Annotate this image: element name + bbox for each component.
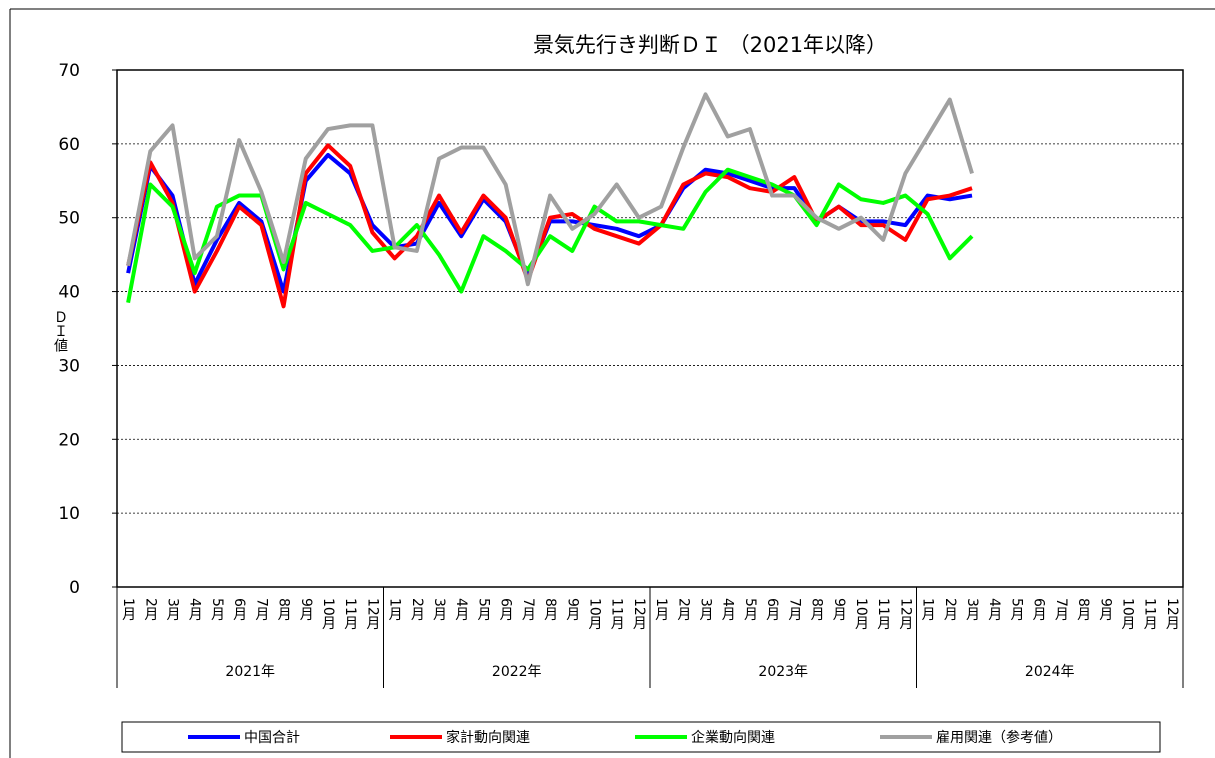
x-tick-label: 2月: [942, 598, 958, 622]
x-tick-label: 4月: [453, 598, 469, 622]
plot-area: [116, 69, 1184, 588]
x-tick-label: 2月: [409, 598, 425, 622]
series-line: [126, 92, 974, 287]
x-tick-label: 5月: [1008, 598, 1024, 622]
legend-label: 雇用関連（参考値）: [936, 729, 1062, 746]
group-label: 2024年: [1025, 664, 1075, 680]
x-tick-label: 3月: [964, 598, 980, 622]
x-tick-label: 12月: [1164, 598, 1180, 631]
x-tick-label: 9月: [564, 598, 580, 622]
y-axis-label: ＤＩ値: [52, 310, 68, 352]
x-tick-label: 10月: [853, 598, 869, 631]
legend-label: 家計動向関連: [446, 729, 530, 746]
x-tick-label: 4月: [187, 598, 203, 622]
x-tick-label: 7月: [520, 598, 536, 622]
x-tick-label: 3月: [431, 598, 447, 622]
legend-label: 企業動向関連: [691, 729, 775, 746]
x-tick-label: 10月: [1119, 598, 1135, 631]
x-tick-label: 1月: [387, 598, 403, 622]
x-tick-label: 6月: [764, 598, 780, 622]
group-label: 2021年: [225, 664, 275, 680]
x-tick-label: 7月: [786, 598, 802, 622]
x-tick-label: 5月: [742, 598, 758, 622]
x-tick-label: 8月: [276, 598, 292, 622]
y-tick-label: 10: [58, 504, 80, 524]
x-tick-label: 11月: [1142, 598, 1158, 631]
group-label: 2023年: [758, 664, 808, 680]
y-tick-label: 40: [58, 283, 80, 303]
group-label: 2022年: [492, 664, 542, 680]
y-tick-label: 0: [69, 578, 80, 598]
y-tick-label: 70: [58, 61, 80, 81]
x-tick-label: 12月: [631, 598, 647, 631]
x-tick-label: 1月: [120, 598, 136, 622]
x-tick-label: 9月: [298, 598, 314, 622]
chart-title: 景気先行き判断ＤＩ （2021年以降）: [533, 33, 887, 57]
x-tick-label: 3月: [698, 598, 714, 622]
x-tick-label: 12月: [364, 598, 380, 631]
y-tick-label: 60: [58, 135, 80, 155]
series-line: [126, 143, 973, 309]
legend-label: 中国合計: [244, 730, 300, 746]
x-tick-label: 10月: [586, 598, 602, 631]
x-tick-label: 6月: [231, 598, 247, 622]
x-tick-label: 1月: [653, 598, 669, 622]
x-tick-label: 5月: [209, 598, 225, 622]
x-tick-label: 2月: [675, 598, 691, 622]
x-tick-label: 11月: [342, 598, 358, 631]
x-tick-label: 1月: [920, 598, 936, 622]
x-tick-label: 5月: [475, 598, 491, 622]
x-tick-label: 8月: [542, 598, 558, 622]
y-tick-label: 20: [58, 430, 80, 450]
y-tick-label: 50: [58, 209, 80, 229]
x-tick-label: 8月: [1075, 598, 1091, 622]
x-tick-label: 4月: [986, 598, 1002, 622]
x-tick-label: 9月: [831, 598, 847, 622]
x-tick-label: 11月: [875, 598, 891, 631]
x-tick-label: 2月: [142, 598, 158, 622]
x-tick-label: 7月: [253, 598, 269, 622]
x-tick-label: 11月: [609, 598, 625, 631]
legend-box: [121, 721, 1161, 753]
x-tick-label: 7月: [1053, 598, 1069, 622]
x-tick-label: 12月: [897, 598, 913, 631]
x-tick-label: 9月: [1097, 598, 1113, 622]
x-tick-label: 10月: [320, 598, 336, 631]
y-tick-label: 30: [58, 356, 80, 376]
x-tick-label: 8月: [809, 598, 825, 622]
x-tick-label: 4月: [720, 598, 736, 622]
x-tick-label: 6月: [498, 598, 514, 622]
x-tick-label: 6月: [1031, 598, 1047, 622]
x-tick-label: 3月: [165, 598, 181, 622]
